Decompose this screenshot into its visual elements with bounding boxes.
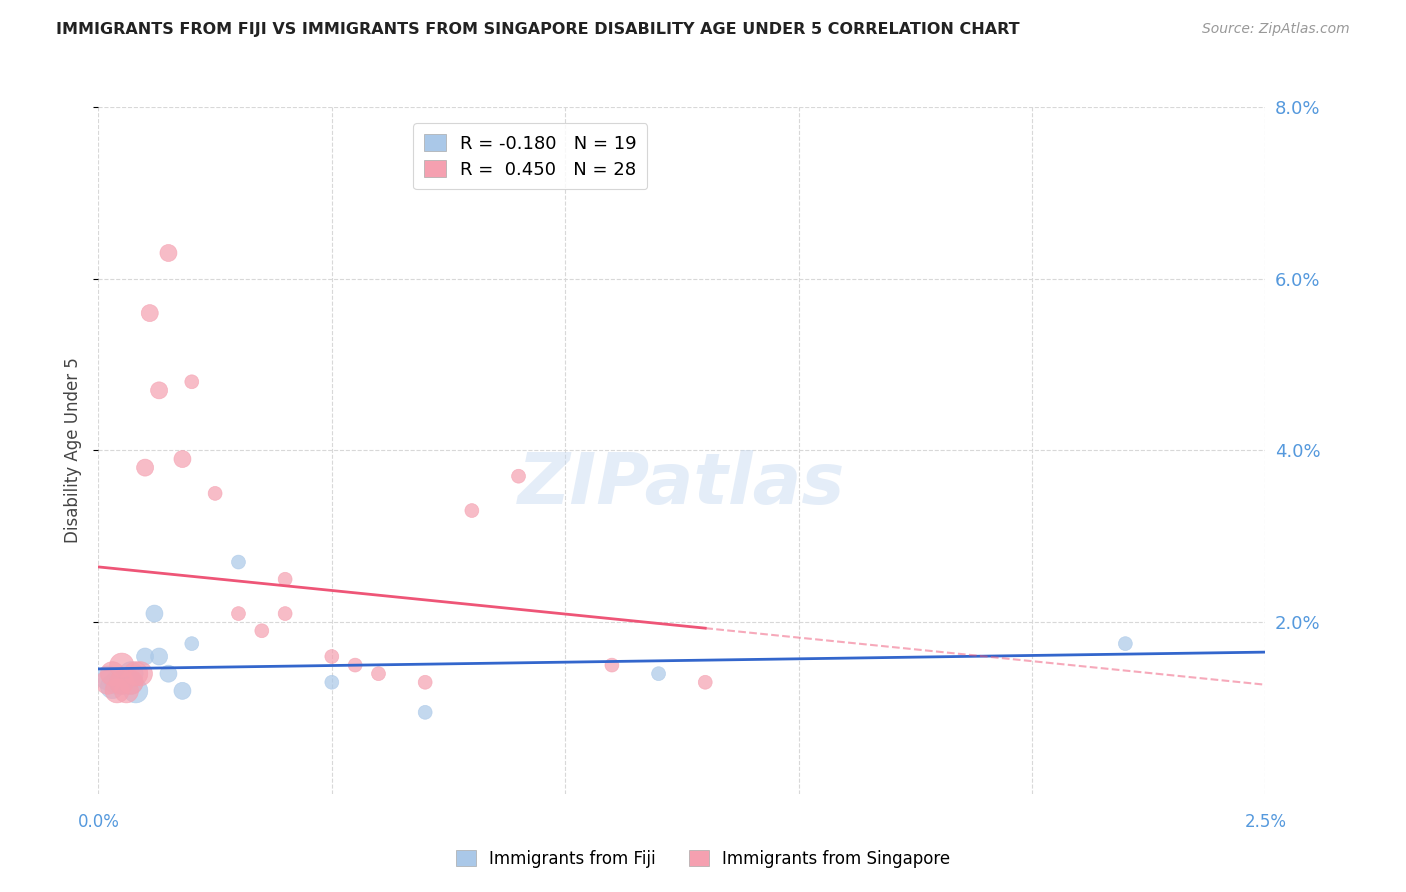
Point xyxy=(180,637,202,651)
Point xyxy=(111,675,134,690)
Point xyxy=(105,675,128,690)
Point xyxy=(321,649,343,664)
Point xyxy=(228,555,250,569)
Point xyxy=(1114,637,1136,651)
Point xyxy=(647,666,669,681)
Point xyxy=(105,683,128,698)
Point xyxy=(695,675,717,690)
Text: 2.5%: 2.5% xyxy=(1244,814,1286,831)
Point xyxy=(115,675,138,690)
Point xyxy=(111,675,134,690)
Point xyxy=(120,675,142,690)
Y-axis label: Disability Age Under 5: Disability Age Under 5 xyxy=(65,358,83,543)
Point xyxy=(97,675,120,690)
Point xyxy=(157,666,180,681)
Point xyxy=(125,683,148,698)
Point xyxy=(274,572,297,586)
Point xyxy=(148,649,170,664)
Point xyxy=(204,486,226,500)
Text: Source: ZipAtlas.com: Source: ZipAtlas.com xyxy=(1202,22,1350,37)
Point xyxy=(172,683,194,698)
Point xyxy=(111,658,134,673)
Point xyxy=(115,683,138,698)
Point xyxy=(461,503,484,517)
Point xyxy=(172,452,194,467)
Point xyxy=(367,666,389,681)
Point xyxy=(125,666,148,681)
Point xyxy=(321,675,343,690)
Point xyxy=(97,671,120,685)
Point xyxy=(413,675,436,690)
Point xyxy=(101,666,124,681)
Point xyxy=(600,658,623,673)
Point xyxy=(120,666,142,681)
Point xyxy=(413,706,436,720)
Point xyxy=(344,658,367,673)
Point xyxy=(101,680,124,694)
Point xyxy=(139,306,162,320)
Legend: R = -0.180   N = 19, R =  0.450   N = 28: R = -0.180 N = 19, R = 0.450 N = 28 xyxy=(413,123,647,189)
Text: IMMIGRANTS FROM FIJI VS IMMIGRANTS FROM SINGAPORE DISABILITY AGE UNDER 5 CORRELA: IMMIGRANTS FROM FIJI VS IMMIGRANTS FROM … xyxy=(56,22,1019,37)
Text: ZIPatlas: ZIPatlas xyxy=(519,450,845,519)
Point xyxy=(129,666,152,681)
Point xyxy=(250,624,273,638)
Legend: Immigrants from Fiji, Immigrants from Singapore: Immigrants from Fiji, Immigrants from Si… xyxy=(449,844,957,875)
Point xyxy=(508,469,530,483)
Point xyxy=(143,607,166,621)
Point xyxy=(180,375,202,389)
Point xyxy=(120,675,142,690)
Point xyxy=(134,649,156,664)
Point xyxy=(274,607,297,621)
Point xyxy=(228,607,250,621)
Point xyxy=(134,460,156,475)
Text: 0.0%: 0.0% xyxy=(77,814,120,831)
Point xyxy=(157,246,180,260)
Point xyxy=(148,384,170,398)
